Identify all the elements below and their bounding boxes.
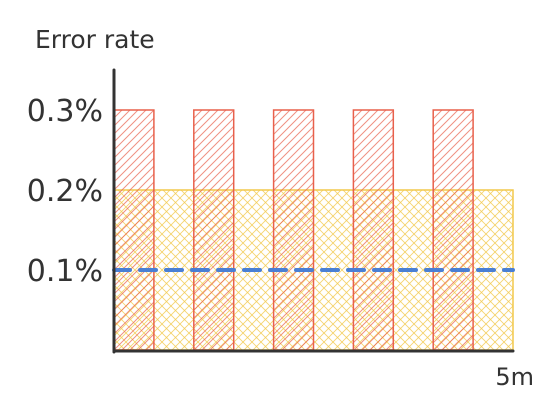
- x-tick-label: 5m: [495, 363, 534, 391]
- bar-3: [272, 109, 315, 351]
- bar-1: [113, 109, 155, 351]
- y-axis-label: Error rate: [35, 25, 155, 54]
- y-tick-label: 0.3%: [27, 94, 103, 129]
- bar-4: [352, 109, 395, 351]
- bars-layer: [113, 109, 474, 351]
- bar-5: [432, 109, 474, 351]
- y-tick-labels: 0.1% 0.2% 0.3%: [27, 94, 103, 289]
- y-tick-label: 0.1%: [27, 254, 103, 289]
- bar-2: [193, 109, 235, 351]
- y-tick-label: 0.2%: [27, 174, 103, 209]
- x-tick-labels: 5m: [495, 363, 534, 391]
